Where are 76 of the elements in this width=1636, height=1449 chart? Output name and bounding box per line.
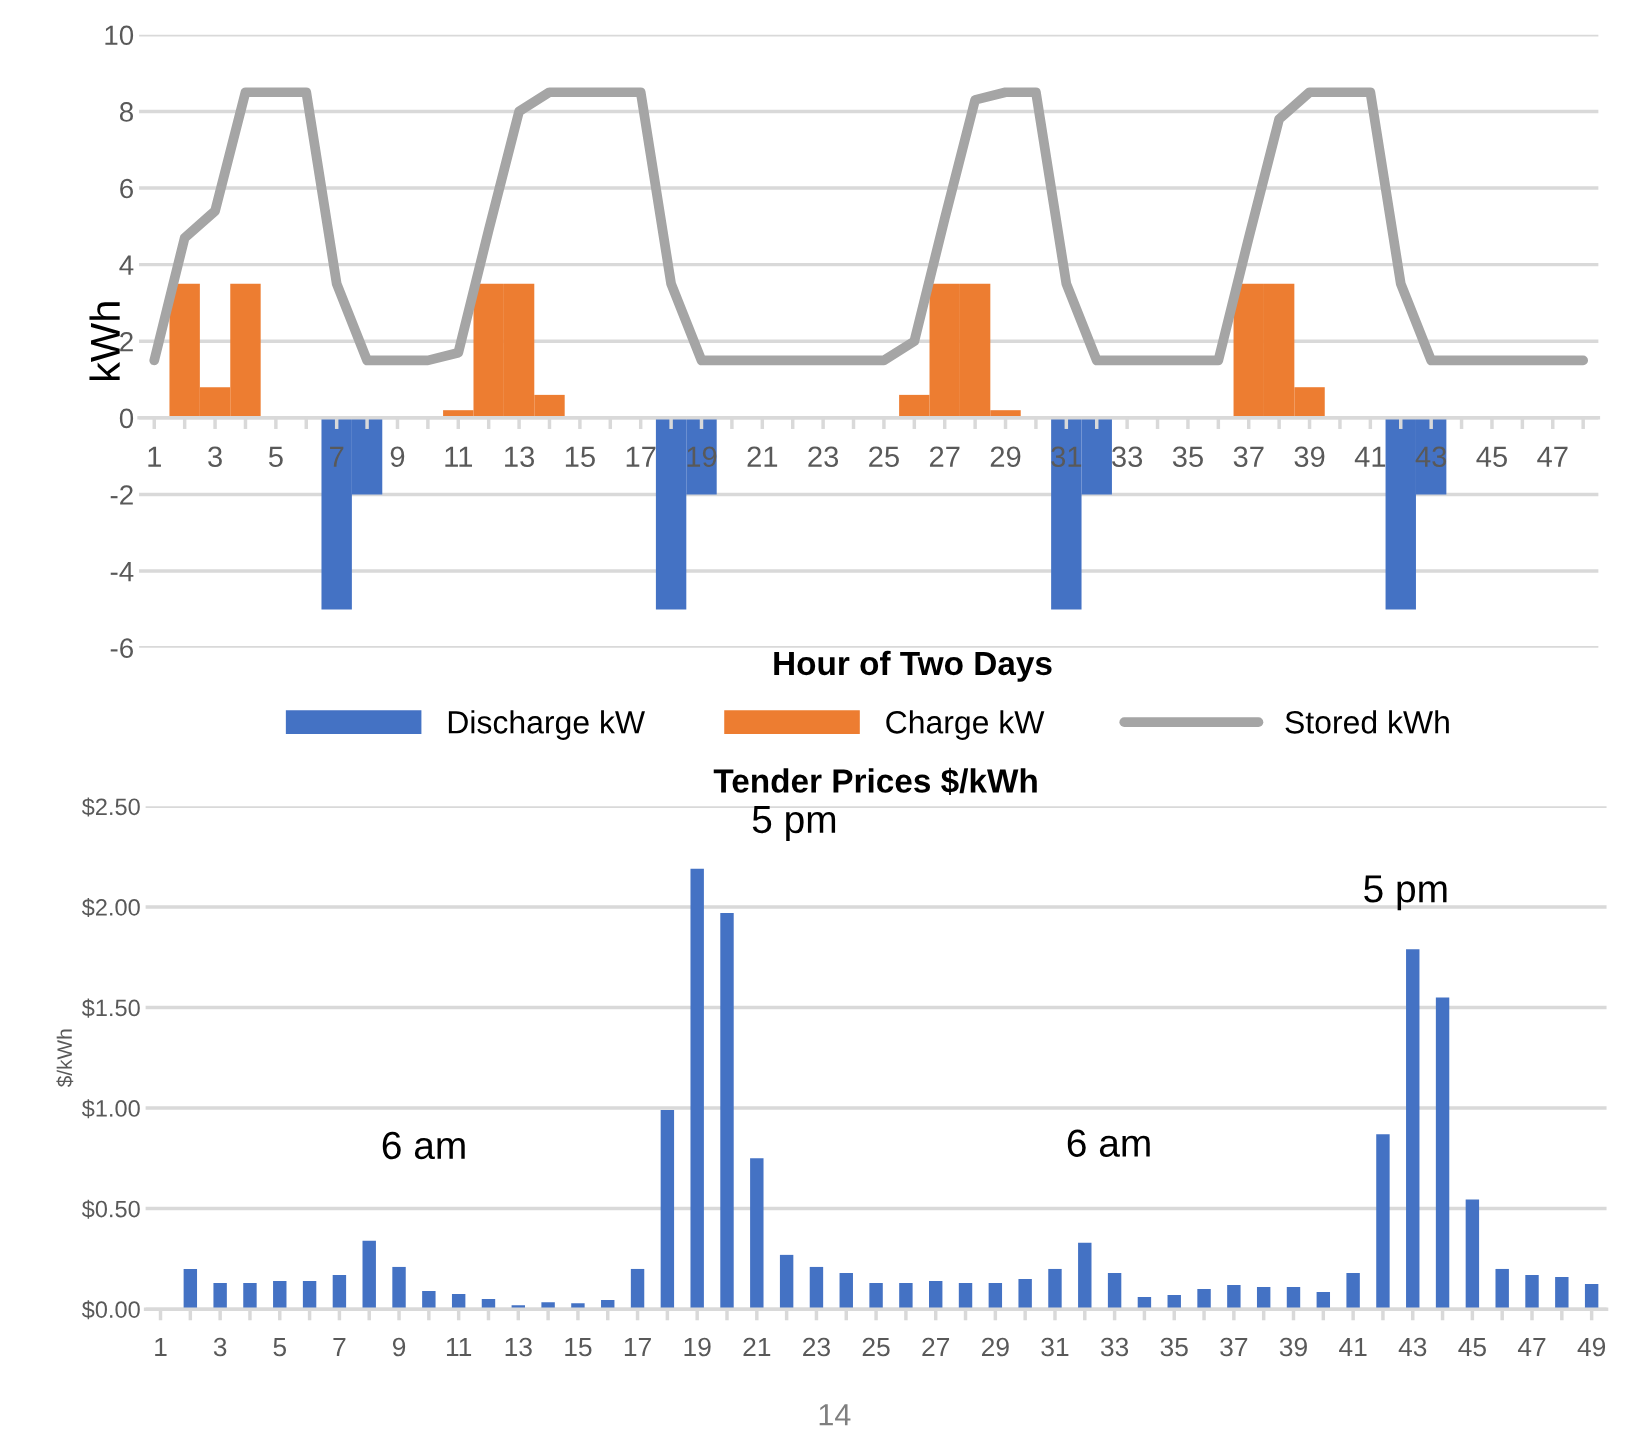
y-tick-label: $2.00 (81, 898, 140, 918)
y-tick-label: 10 (105, 25, 134, 46)
y-tick-label: -6 (110, 638, 133, 659)
y-tick-label: -2 (110, 485, 133, 505)
annotation: 6 am (1067, 1129, 1150, 1157)
x-tick-label: 9 (390, 446, 405, 468)
x-tick-label: 43 (1398, 1337, 1427, 1357)
y-tick-label: 0 (119, 408, 134, 429)
x-tick-label: 49 (1577, 1337, 1606, 1357)
legend-label: Discharge kW (448, 710, 645, 740)
x-tick-label: 27 (922, 1337, 950, 1357)
x-tick-label: 37 (1220, 1337, 1248, 1357)
x-tick-label: 5 (268, 446, 283, 468)
x-tick-label: 41 (1339, 1337, 1367, 1357)
x-tick-label: 21 (747, 446, 778, 467)
y-axis-title: kWh (89, 302, 120, 381)
legend-label: Charge kW (886, 710, 1045, 740)
y-tick-label: $2.50 (81, 797, 140, 817)
x-tick-label: 25 (862, 1337, 890, 1357)
x-tick-label: 3 (208, 446, 222, 468)
chart-title: Tender Prices $/kWh (713, 767, 1037, 795)
x-tick-label: 25 (869, 446, 899, 468)
y-tick-label: -4 (110, 562, 134, 582)
y-tick-label: 2 (120, 331, 133, 352)
y-tick-label: 8 (119, 102, 133, 122)
legend-label: Stored kWh (1285, 710, 1449, 734)
x-tick-label: 29 (981, 1337, 1009, 1357)
annotation: 5 pm (752, 806, 836, 841)
y-tick-label: $1.50 (81, 998, 140, 1018)
x-tick-label: 1 (155, 1337, 167, 1357)
x-tick-label: 5 (273, 1337, 286, 1357)
x-tick-label: 33 (1100, 1337, 1129, 1357)
x-tick-label: 23 (803, 1337, 830, 1357)
x-tick-label: 33 (1112, 446, 1143, 468)
annotation: 6 am (382, 1131, 465, 1160)
y-tick-label: $1.00 (81, 1099, 140, 1119)
x-tick-label: 39 (1294, 446, 1325, 468)
x-tick-label: 7 (330, 446, 344, 467)
y-tick-label: $0.00 (81, 1300, 140, 1320)
x-tick-label: 43 (1415, 446, 1447, 468)
x-tick-label: 11 (445, 446, 473, 467)
x-tick-label: 11 (446, 1337, 472, 1357)
x-tick-label: 45 (1458, 1337, 1486, 1357)
annotation: 5 pm (1364, 875, 1447, 911)
x-tick-label: 39 (1279, 1337, 1307, 1357)
x-tick-label: 31 (1041, 1337, 1069, 1357)
text: 14 (819, 1404, 851, 1426)
x-tick-label: 19 (687, 446, 717, 468)
x-tick-label: 29 (990, 446, 1021, 468)
x-axis-title: Hour of Two Days (774, 650, 1052, 682)
x-tick-label: 7 (333, 1337, 346, 1357)
x-tick-label: 27 (929, 446, 960, 467)
x-tick-label: 15 (565, 446, 595, 468)
x-tick-label: 1 (148, 446, 161, 467)
x-tick-label: 19 (684, 1337, 711, 1357)
x-tick-label: 35 (1172, 446, 1203, 468)
x-tick-label: 17 (626, 446, 656, 467)
x-tick-label: 3 (213, 1337, 227, 1357)
x-tick-label: 35 (1160, 1337, 1188, 1357)
x-tick-label: 41 (1354, 446, 1386, 467)
x-tick-label: 9 (392, 1337, 406, 1357)
x-tick-label: 23 (808, 446, 839, 468)
x-tick-label: 47 (1537, 446, 1568, 467)
x-tick-label: 13 (505, 446, 535, 468)
y-axis-title: $/kWh (56, 1029, 74, 1088)
x-tick-label: 15 (565, 1337, 592, 1357)
x-tick-label: 13 (505, 1337, 532, 1357)
x-tick-label: 21 (743, 1337, 771, 1357)
x-tick-label: 47 (1517, 1337, 1546, 1357)
x-tick-label: 45 (1476, 446, 1507, 468)
y-tick-label: 4 (119, 255, 134, 275)
x-tick-label: 37 (1233, 446, 1264, 468)
x-tick-label: 31 (1051, 446, 1082, 468)
y-tick-label: 6 (120, 178, 133, 199)
y-tick-label: $0.50 (81, 1199, 140, 1219)
x-tick-label: 17 (624, 1337, 651, 1357)
